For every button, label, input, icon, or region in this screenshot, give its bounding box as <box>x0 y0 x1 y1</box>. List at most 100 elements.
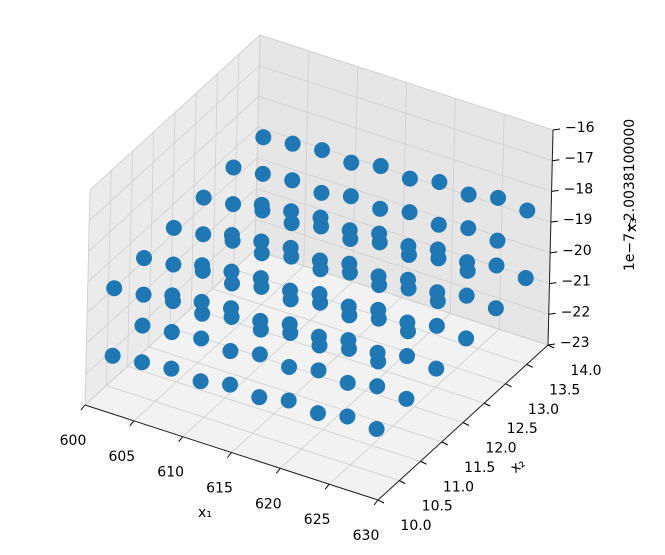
x-tick-label: 620 <box>255 496 282 512</box>
z-tick-label: −18 <box>564 181 594 197</box>
point <box>460 220 477 237</box>
tick-mark <box>484 402 491 407</box>
point <box>284 172 301 189</box>
grid-line <box>212 288 506 385</box>
point <box>253 245 270 262</box>
point <box>341 255 358 272</box>
point <box>193 330 210 347</box>
tick-mark <box>462 422 470 426</box>
point <box>312 209 329 226</box>
point <box>136 250 153 267</box>
tick-mark <box>80 404 86 411</box>
point <box>163 324 180 341</box>
tick-mark <box>550 251 558 254</box>
point <box>398 390 415 407</box>
grid-line <box>105 170 112 386</box>
point <box>341 222 358 239</box>
tick-mark <box>178 436 184 442</box>
grid-line <box>449 98 456 314</box>
point <box>519 202 536 219</box>
tick-mark <box>441 441 448 446</box>
point <box>430 216 447 233</box>
point <box>255 129 272 146</box>
point <box>339 374 356 391</box>
tick-mark <box>547 343 556 346</box>
z-axis-label: x₃ <box>624 218 640 232</box>
z-tick-label: −19 <box>563 212 593 228</box>
point <box>253 233 270 250</box>
y-axis-label: x₂ <box>508 455 529 476</box>
point <box>282 239 299 256</box>
point <box>194 305 211 322</box>
point <box>311 286 328 303</box>
y-tick-label: 10.0 <box>400 518 431 534</box>
point <box>222 343 239 360</box>
point <box>459 254 476 271</box>
tick-mark <box>548 312 556 315</box>
point <box>251 389 268 406</box>
point <box>401 204 418 221</box>
point <box>428 317 445 334</box>
point <box>251 346 268 363</box>
grid-line <box>87 126 259 283</box>
point <box>225 196 242 213</box>
y-tick-label: 10.5 <box>422 499 453 515</box>
point <box>283 215 300 232</box>
point <box>488 257 505 274</box>
point <box>310 362 327 379</box>
tick-mark <box>227 452 232 458</box>
point <box>458 330 475 347</box>
grid-line <box>127 151 133 367</box>
grid-line <box>259 34 554 131</box>
point <box>164 287 181 304</box>
grid-line <box>191 307 485 404</box>
point <box>223 300 240 317</box>
point <box>487 300 504 317</box>
x-tick-label: 605 <box>108 449 135 465</box>
point <box>281 316 298 333</box>
x-tick-label: 615 <box>206 481 233 497</box>
x-axis-label: x₁ <box>198 505 212 521</box>
point <box>135 286 152 303</box>
tick-mark <box>550 220 558 223</box>
point <box>254 165 271 182</box>
tick-mark <box>324 483 330 490</box>
grid-line <box>303 50 310 266</box>
x-tick-label: 630 <box>353 528 380 544</box>
point <box>313 184 330 201</box>
point <box>314 142 331 159</box>
grid-line <box>148 346 442 443</box>
point <box>400 238 417 255</box>
tick-mark <box>551 189 559 192</box>
grid-line <box>258 96 552 192</box>
point <box>134 317 151 334</box>
grid-line <box>259 65 553 162</box>
y-tick-label: 13.0 <box>528 402 559 418</box>
point <box>165 219 182 236</box>
y-axis-line <box>377 344 549 501</box>
point <box>429 241 446 258</box>
point <box>195 189 212 206</box>
point <box>225 159 242 176</box>
point <box>372 200 389 217</box>
point <box>222 376 239 393</box>
point <box>489 232 506 249</box>
tick-mark <box>377 499 385 504</box>
point <box>369 344 386 361</box>
y-tick-label: 13.5 <box>549 382 580 398</box>
grid-line <box>401 82 407 298</box>
point <box>310 328 327 345</box>
z-tick-label: −21 <box>561 274 591 290</box>
grid-line <box>106 385 400 482</box>
point <box>282 282 299 299</box>
point <box>517 270 534 287</box>
z-tick-label: −23 <box>560 335 590 351</box>
tick-mark <box>549 282 557 285</box>
point <box>133 354 150 371</box>
y-tick-label: 12.5 <box>507 421 538 437</box>
point <box>280 392 297 409</box>
tick-mark <box>526 363 533 368</box>
point <box>343 154 360 171</box>
point <box>311 252 328 269</box>
point <box>253 196 270 213</box>
